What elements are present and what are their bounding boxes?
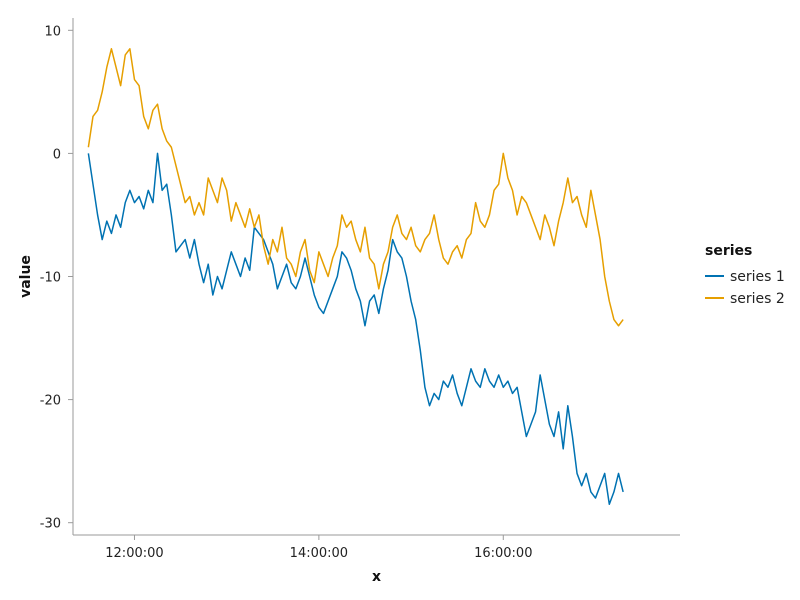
legend: series series 1 series 2 <box>705 243 785 307</box>
x-axis-ticks: 12:00:00 14:00:00 16:00:00 <box>105 535 532 561</box>
legend-label-series-2: series 2 <box>730 291 785 307</box>
y-tick-label: -30 <box>40 517 61 532</box>
legend-items: series 1 series 2 <box>705 269 785 307</box>
x-tick-label: 14:00:00 <box>290 546 348 561</box>
x-tick-label: 12:00:00 <box>105 546 163 561</box>
legend-title: series <box>705 243 752 259</box>
series-2-line <box>87 48 624 327</box>
series-1-line <box>87 152 624 505</box>
series-layer <box>87 48 624 505</box>
y-tick-label: -20 <box>40 394 61 409</box>
y-tick-label: 10 <box>44 24 61 39</box>
x-axis-title: x <box>372 569 381 585</box>
y-axis-ticks: 10 0 -10 -20 -30 <box>40 24 73 532</box>
axes: 100-10-20-30 12:00:00 14:00:00 16:00:00 x … <box>18 18 680 585</box>
y-tick-label: 0 <box>53 147 61 162</box>
y-axis-title: value <box>18 255 34 298</box>
legend-label-series-1: series 1 <box>730 269 785 285</box>
x-tick-label: 16:00:00 <box>474 546 532 561</box>
plot-area <box>87 48 624 505</box>
y-tick-label: -10 <box>40 271 61 286</box>
